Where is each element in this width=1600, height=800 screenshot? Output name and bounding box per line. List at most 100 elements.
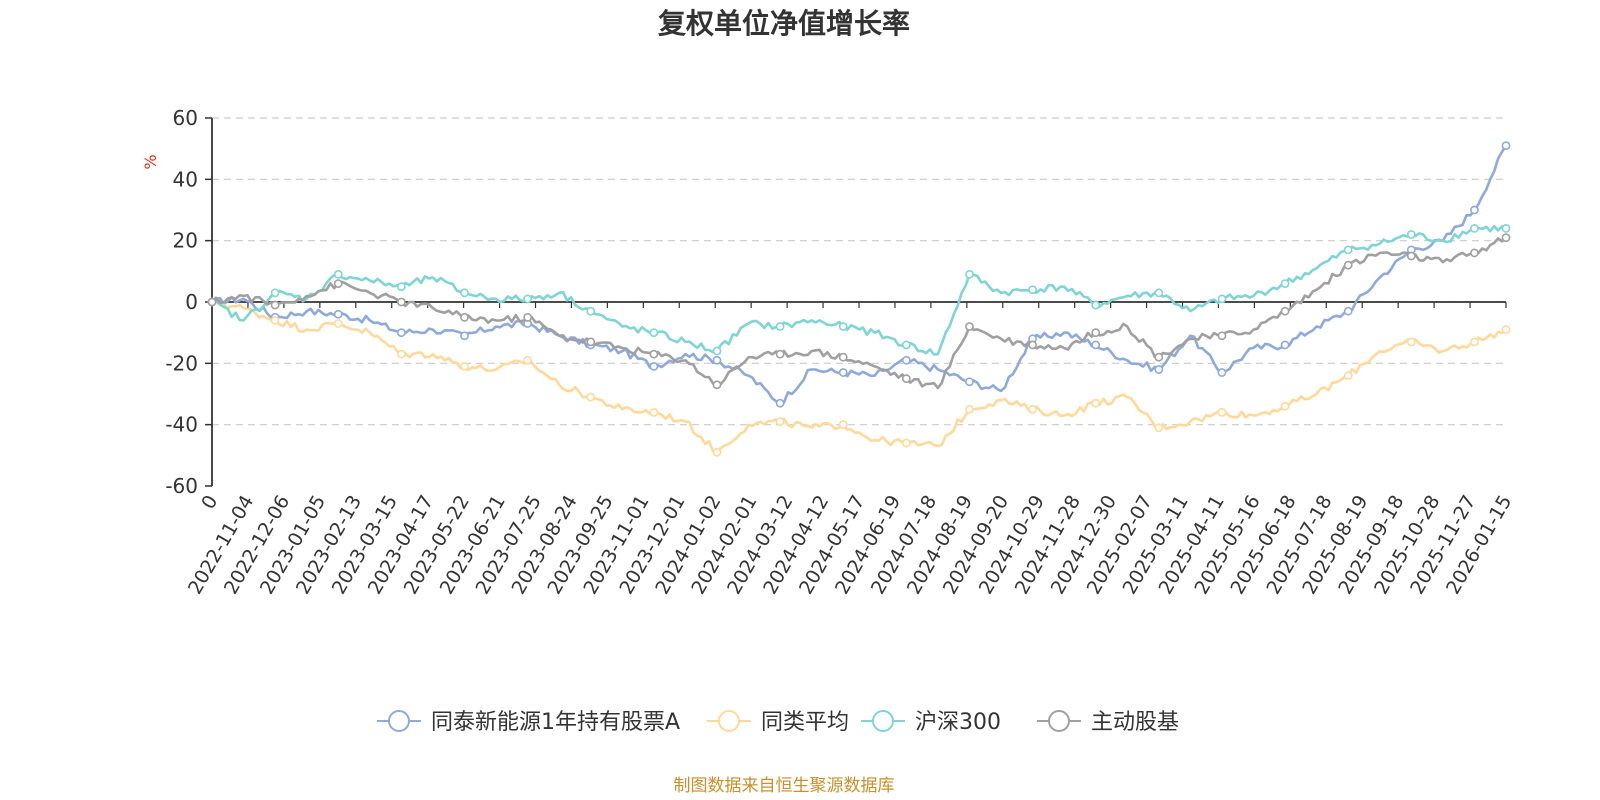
legend-item[interactable]: 主动股基 <box>1037 710 1179 735</box>
data-point <box>460 288 469 298</box>
data-point <box>712 447 722 457</box>
data-point <box>1406 230 1416 239</box>
data-point <box>1091 300 1101 310</box>
data-point <box>1343 245 1353 255</box>
data-point <box>1343 306 1353 316</box>
series-line <box>211 224 1507 356</box>
data-point <box>333 279 343 288</box>
data-point <box>333 309 343 319</box>
data-point <box>1280 340 1290 350</box>
y-tick-label: -40 <box>165 413 198 437</box>
y-tick-label: 40 <box>173 167 198 191</box>
data-point <box>270 288 280 298</box>
legend-item[interactable]: 沪深300 <box>861 710 1001 735</box>
data-point <box>1154 423 1164 433</box>
y-tick-label: -60 <box>165 474 198 498</box>
data-point <box>1406 337 1416 347</box>
data-point <box>1470 205 1479 215</box>
data-point <box>460 361 469 371</box>
data-point <box>1154 352 1164 362</box>
data-point <box>775 349 785 359</box>
data-point <box>775 398 785 408</box>
data-point <box>1217 294 1227 304</box>
data-point <box>1154 288 1164 298</box>
data-point <box>649 349 659 359</box>
y-tick-label: 20 <box>173 229 198 253</box>
legend-item[interactable]: 同类平均 <box>707 710 849 735</box>
data-point <box>965 322 974 331</box>
data-point <box>649 407 659 417</box>
data-point <box>775 322 785 331</box>
data-point <box>396 328 406 338</box>
series-group <box>207 233 1511 390</box>
series-group <box>207 297 1511 457</box>
data-point <box>460 312 469 322</box>
data-point <box>1470 248 1479 258</box>
series-line <box>211 298 1507 454</box>
data-point <box>1280 279 1290 288</box>
data-point <box>333 319 343 328</box>
data-point <box>965 269 974 279</box>
y-tick-label: 60 <box>173 106 198 130</box>
series-group <box>207 141 1511 408</box>
y-tick-label: -20 <box>165 351 198 375</box>
legend-label: 沪深300 <box>915 710 1001 735</box>
y-axis-unit-label: % <box>141 154 160 169</box>
data-point <box>838 420 848 430</box>
data-point <box>1343 371 1353 380</box>
data-point <box>712 346 722 356</box>
axes: 6040200-20-40-6002022-11-042022-12-06202… <box>165 106 1516 598</box>
data-point <box>901 438 911 448</box>
data-point <box>586 306 596 316</box>
data-point <box>1217 407 1227 417</box>
data-point <box>965 404 974 414</box>
series-line <box>211 236 1507 390</box>
data-point <box>586 392 596 402</box>
legend-label: 同类平均 <box>761 710 849 735</box>
legend-item[interactable]: 同泰新能源1年持有股票A <box>377 710 680 735</box>
data-point <box>396 297 406 307</box>
data-point <box>1028 340 1037 350</box>
data-point <box>1470 337 1479 347</box>
data-point <box>1501 223 1511 233</box>
legend-circle-marker <box>718 710 740 732</box>
series-lines <box>207 141 1511 457</box>
data-point <box>1028 285 1037 295</box>
data-point <box>1091 340 1101 350</box>
data-source-note: 制图数据来自恒生聚源数据库 <box>674 776 895 796</box>
series-line <box>211 144 1508 405</box>
data-point <box>1501 325 1511 334</box>
data-point <box>649 328 659 338</box>
data-point <box>1154 365 1164 374</box>
data-point <box>523 355 533 365</box>
data-point <box>1343 260 1353 270</box>
data-point <box>1470 223 1479 233</box>
legend[interactable]: 同泰新能源1年持有股票A 同类平均 沪深300 主动股基 <box>377 710 1179 735</box>
data-point <box>1028 404 1037 414</box>
data-point <box>712 355 722 365</box>
data-point <box>586 337 596 347</box>
chart-title: 复权单位净值增长率 <box>658 7 910 40</box>
data-point <box>838 368 848 377</box>
data-point <box>1280 401 1290 411</box>
data-point <box>333 269 343 279</box>
data-point <box>965 377 974 387</box>
data-point <box>1406 251 1416 261</box>
data-point <box>1501 141 1511 150</box>
data-point <box>901 340 911 350</box>
data-point <box>523 312 533 322</box>
data-point <box>901 355 911 365</box>
data-point <box>838 322 848 331</box>
y-tick-label: 0 <box>185 290 198 314</box>
data-point <box>396 349 406 359</box>
legend-label: 同泰新能源1年持有股票A <box>431 710 680 735</box>
data-point <box>396 282 406 292</box>
data-point <box>460 331 469 341</box>
data-point <box>1091 328 1101 338</box>
data-point <box>1091 398 1101 408</box>
legend-label: 主动股基 <box>1091 710 1179 735</box>
data-point <box>207 297 217 307</box>
legend-circle-marker <box>872 710 894 732</box>
data-point <box>712 380 722 390</box>
